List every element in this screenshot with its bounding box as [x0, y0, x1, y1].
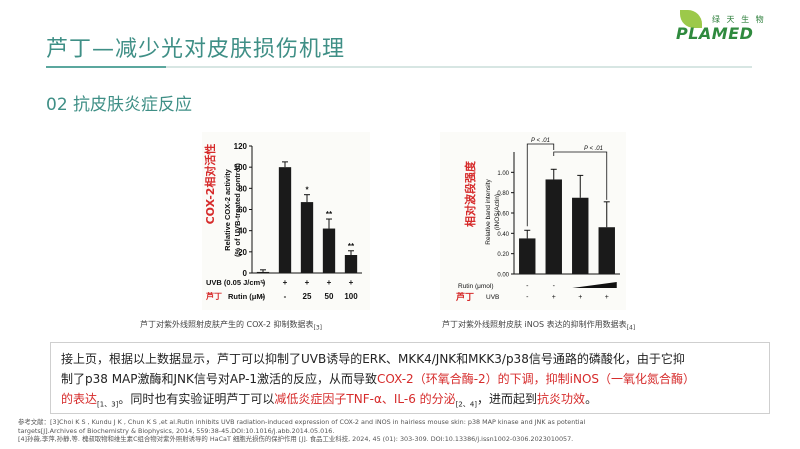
uvb-row-value: - [526, 294, 529, 301]
y-tick-label: 0.20 [497, 252, 509, 258]
significance-mark: * [305, 186, 309, 195]
rutin-row-value: 25 [303, 292, 312, 301]
significance-bracket [553, 151, 608, 200]
bar [572, 197, 589, 274]
cox2-caption: 芦丁对紫外线照射皮肤产生的 COX-2 抑制数据表[3] [140, 319, 322, 332]
inos-chart-svg: 0.00 0.20 0.40 0.60 0.80 1.00 - - - + + + P < .01 P <… [456, 138, 620, 303]
uvb-row-value: + [305, 278, 310, 287]
rutin-dose-wedge [572, 282, 617, 288]
y-axis-label: (% of UVB-treated control) [233, 163, 242, 257]
title-divider [46, 66, 752, 68]
summary-highlight-effect: 抗炎功效 [537, 392, 586, 406]
rutin-row-value: 50 [325, 292, 334, 301]
summary-paragraph: 接上页，根据以上数据显示，芦丁可以抑制了UVB诱导的ERK、MKK4/JNK和M… [61, 349, 759, 414]
inos-caption-text: 芦丁对紫外线照射皮肤 iNOS 表达的抑制作用数据表 [442, 320, 627, 329]
summary-line3d: ，进而起到 [477, 392, 538, 406]
summary-highlight-cox2: COX-2（环氧合酶-2）的下调，抑制iNOS（一氧化氮合酶） [377, 372, 696, 386]
logo-text: PLAMED [676, 24, 754, 43]
bar [278, 167, 292, 273]
rutin-row-value: 100 [344, 292, 358, 301]
significance-mark: ** [326, 210, 333, 219]
summary-line2a: 制了p38 MAP激酶和JNK信号对AP-1激活的反应，从而导致 [61, 372, 378, 386]
uvb-row-label: UVB (0.05 J/cm²) [206, 278, 266, 287]
uvb-row-value: + [349, 278, 354, 287]
y-axis-label: (iNOS/Actin) [494, 194, 501, 230]
cox2-chart: 0 20 40 60 80 100 120 - - + - * +25 ** +50 ** +100 UVB (0… [202, 132, 370, 310]
y-axis-label: Relative COX-2 activity [223, 168, 232, 251]
rutin-row-value: - [284, 292, 287, 301]
inos-caption: 芦丁对紫外线照射皮肤 iNOS 表达的抑制作用数据表[4] [442, 319, 635, 332]
logo-cn-text: 绿 天 生 物 [712, 15, 766, 24]
inos-chart: 0.00 0.20 0.40 0.60 0.80 1.00 - - - + + + P < .01 P <… [440, 132, 626, 310]
uvb-row-value: + [552, 294, 556, 301]
significance-bracket [526, 143, 555, 227]
bar [322, 228, 336, 273]
significance-mark: ** [348, 242, 355, 251]
rutin-cn-label: 芦丁 [456, 291, 474, 303]
y-tick-label: 80 [238, 184, 247, 193]
y-tick-label: 0.40 [497, 232, 509, 238]
section-subtitle: 02 抗皮肤炎症反应 [46, 95, 193, 115]
summary-ref-1: [1、3] [97, 400, 119, 409]
summary-ref-2: [2、4] [455, 400, 478, 409]
bar [519, 238, 536, 274]
references: 参考文献：[3]Choi K S , Kundu J K , Chun K S … [18, 418, 788, 444]
y-tick-label: 0 [243, 269, 248, 278]
rutin-row-value: - [526, 283, 529, 290]
overlay-label: 相对波段强度 [463, 160, 477, 227]
summary-line3b: 。同时也有实验证明芦丁可以 [118, 392, 275, 406]
reference-line: [4]孙薇,李萍,孙静,等. 槐叔取物和维生素C组合物对紫外照射诱导的 HaCa… [18, 435, 574, 444]
uvb-row-value: + [283, 278, 288, 287]
y-tick-label: 100 [234, 163, 248, 172]
cox2-caption-ref: [3] [313, 324, 323, 332]
bar [598, 227, 615, 274]
page-title: 芦丁—减少光对皮肤损伤机理 [46, 37, 346, 62]
title-divider-accent [46, 66, 166, 68]
y-tick-label: 20 [238, 248, 247, 257]
y-axis-label: Relative band intensity [485, 179, 492, 245]
uvb-row-value: + [327, 278, 332, 287]
y-tick-label: 120 [234, 142, 248, 151]
leaf-icon [680, 10, 702, 28]
overlay-label-group: 相对波段强度 [463, 160, 477, 227]
uvb-row-value: + [578, 294, 582, 301]
uvb-row-label: UVB [486, 294, 499, 301]
rutin-row-label: Rutin (μM) [228, 292, 266, 301]
uvb-row-value: + [605, 294, 609, 301]
rutin-row-label: Rutin (μmol) [458, 283, 494, 290]
y-axis-label-group: Relative COX-2 activity (% of UVB-treated… [223, 163, 242, 257]
inos-caption-ref: [4] [626, 324, 636, 332]
bar [300, 202, 314, 273]
overlay-label-group: COX-2相对活性 [203, 144, 217, 225]
bar [344, 255, 358, 273]
brand-logo: 绿 天 生 物 PLAMED [672, 8, 782, 48]
summary-line1: 接上页，根据以上数据显示，芦丁可以抑制了UVB诱导的ERK、MKK4/JNK和M… [61, 352, 685, 366]
rutin-row-value: - [262, 292, 265, 301]
y-tick-label: 40 [238, 227, 247, 236]
summary-textbox: 接上页，根据以上数据显示，芦丁可以抑制了UVB诱导的ERK、MKK4/JNK和M… [50, 342, 770, 414]
y-tick-label: 1.00 [497, 171, 509, 177]
significance-label: P < .01 [584, 146, 603, 152]
summary-line3f: 。 [585, 392, 598, 406]
cox2-caption-text: 芦丁对紫外线照射皮肤产生的 COX-2 抑制数据表 [140, 320, 314, 329]
rutin-row-value: - [553, 283, 556, 290]
y-tick-label: 0.60 [497, 212, 509, 218]
bar [256, 271, 270, 273]
overlay-label: COX-2相对活性 [203, 144, 217, 225]
y-tick-label: 0.00 [497, 273, 509, 279]
reference-line: 参考文献：[3]Choi K S , Kundu J K , Chun K S … [18, 418, 586, 426]
cox2-chart-svg: 0 20 40 60 80 100 120 - - + - * +25 ** +50 ** +100 UVB (0… [203, 142, 362, 301]
y-tick-label: 0.80 [497, 191, 509, 197]
rutin-cn-label: 芦丁 [206, 291, 222, 301]
y-tick-label: 60 [238, 206, 247, 215]
reference-line: targets[J].Archives of Biochemistry & Bi… [18, 426, 335, 435]
bar [545, 179, 562, 274]
significance-label: P < .01 [531, 138, 550, 144]
y-axis-label-group: Relative band intensity (iNOS/Actin) [485, 179, 501, 245]
summary-highlight-inos: 的表达 [61, 392, 98, 406]
uvb-row-value: - [262, 278, 265, 287]
summary-highlight-cytokines: 减低炎症因子TNF-α、IL-6 的分泌 [274, 392, 456, 406]
